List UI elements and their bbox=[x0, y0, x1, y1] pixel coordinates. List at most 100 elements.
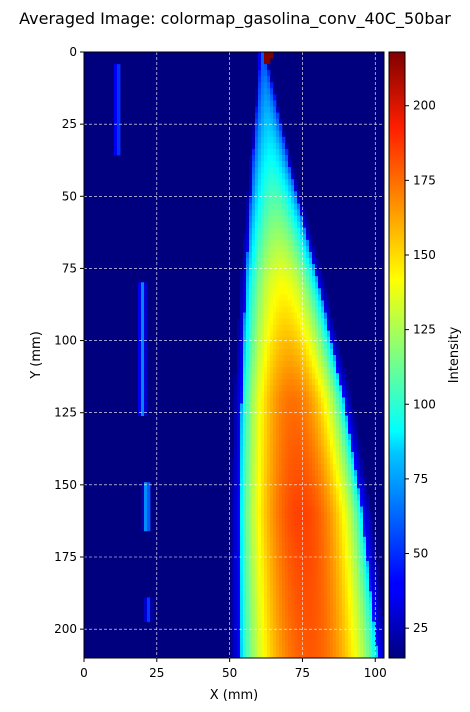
heatmap-cell bbox=[273, 603, 277, 610]
heatmap-cell bbox=[324, 639, 328, 647]
heatmap-cell bbox=[138, 348, 142, 356]
heatmap-cell bbox=[261, 470, 265, 477]
heatmap-cell bbox=[333, 458, 337, 465]
heatmap-cell bbox=[333, 439, 337, 447]
heatmap-cell bbox=[261, 264, 265, 271]
heatmap-cell bbox=[270, 573, 274, 580]
heatmap-cell bbox=[294, 324, 298, 332]
heatmap-cell bbox=[246, 494, 250, 501]
heatmap-cell bbox=[318, 506, 322, 513]
heatmap-cell bbox=[309, 585, 313, 592]
heatmap-cell bbox=[114, 142, 118, 150]
heatmap-cell bbox=[291, 288, 295, 295]
heatmap-cell bbox=[252, 361, 256, 368]
heatmap-cell bbox=[276, 179, 280, 186]
heatmap-cell bbox=[255, 130, 259, 138]
heatmap-cell bbox=[144, 597, 148, 604]
heatmap-cell bbox=[291, 312, 295, 320]
heatmap-cell bbox=[357, 488, 361, 495]
heatmap-cell bbox=[288, 173, 292, 180]
heatmap-cell bbox=[303, 591, 307, 598]
heatmap-cell bbox=[303, 658, 306, 664]
heatmap-cell bbox=[276, 355, 280, 362]
heatmap-cell bbox=[369, 633, 373, 641]
heatmap-cell bbox=[312, 633, 316, 641]
heatmap-cell bbox=[285, 336, 289, 344]
heatmap-cell bbox=[255, 464, 259, 471]
heatmap-cell bbox=[276, 294, 280, 301]
heatmap-cell bbox=[366, 518, 370, 526]
heatmap-cell bbox=[348, 470, 352, 477]
heatmap-cell bbox=[366, 609, 370, 616]
heatmap-cell bbox=[306, 567, 310, 574]
heatmap-cell bbox=[285, 342, 289, 350]
heatmap-cell bbox=[240, 561, 244, 568]
heatmap-cell bbox=[276, 561, 280, 568]
heatmap-cell bbox=[315, 567, 319, 574]
heatmap-cell bbox=[264, 94, 268, 101]
heatmap-cell bbox=[339, 470, 343, 477]
heatmap-cell bbox=[261, 476, 265, 483]
heatmap-cell bbox=[309, 651, 313, 658]
heatmap-cell bbox=[264, 100, 268, 107]
heatmap-cell bbox=[336, 536, 340, 544]
heatmap-cell bbox=[321, 609, 325, 616]
heatmap-cell bbox=[306, 597, 310, 604]
heatmap-cell bbox=[279, 203, 283, 210]
heatmap-cell bbox=[315, 433, 319, 441]
heatmap-cell bbox=[246, 627, 250, 635]
heatmap-cell bbox=[360, 627, 364, 635]
heatmap-cell bbox=[282, 245, 286, 253]
heatmap-cell bbox=[345, 639, 349, 647]
heatmap-cell bbox=[150, 597, 154, 604]
heatmap-cell bbox=[312, 379, 316, 386]
heatmap-cell bbox=[285, 542, 289, 550]
heatmap-cell bbox=[321, 306, 325, 313]
heatmap-cell bbox=[315, 348, 319, 356]
heatmap-cell bbox=[288, 561, 292, 568]
heatmap-cell bbox=[360, 476, 364, 483]
heatmap-cell bbox=[231, 482, 235, 489]
heatmap-cell bbox=[267, 433, 271, 441]
heatmap-cell bbox=[234, 403, 238, 410]
heatmap-cell bbox=[303, 427, 307, 435]
heatmap-cell bbox=[327, 603, 331, 610]
heatmap-cell bbox=[294, 385, 298, 392]
heatmap-cell bbox=[246, 355, 250, 362]
heatmap-cell bbox=[255, 197, 259, 204]
heatmap-cell bbox=[264, 318, 268, 326]
heatmap-cell bbox=[366, 603, 370, 610]
heatmap-cell bbox=[261, 155, 265, 162]
heatmap-cell bbox=[282, 355, 286, 362]
heatmap-cell bbox=[276, 167, 280, 174]
heatmap-cell bbox=[267, 658, 270, 664]
heatmap-cell bbox=[243, 324, 247, 332]
heatmap-cell bbox=[342, 470, 346, 477]
heatmap-cell bbox=[144, 500, 148, 507]
heatmap-cell bbox=[372, 548, 376, 556]
heatmap-cell bbox=[369, 658, 372, 664]
heatmap-cell bbox=[297, 609, 301, 616]
heatmap-cell bbox=[330, 542, 334, 550]
heatmap-cell bbox=[255, 318, 259, 326]
heatmap-cell bbox=[306, 554, 310, 562]
heatmap-cell bbox=[360, 470, 364, 477]
heatmap-cell bbox=[327, 488, 331, 495]
heatmap-cell bbox=[366, 627, 370, 635]
heatmap-cell bbox=[243, 470, 247, 477]
heatmap-cell bbox=[336, 445, 340, 453]
heatmap-cell bbox=[291, 239, 295, 247]
heatmap-cell bbox=[288, 421, 292, 429]
heatmap-cell bbox=[267, 615, 271, 623]
heatmap-cell bbox=[324, 658, 327, 664]
heatmap-cell bbox=[291, 658, 294, 664]
heatmap-cell bbox=[243, 567, 247, 574]
heatmap-cell bbox=[300, 500, 304, 507]
heatmap-cell bbox=[258, 312, 262, 320]
heatmap-cell bbox=[324, 476, 328, 483]
heatmap-cell bbox=[234, 548, 238, 556]
heatmap-cell bbox=[240, 639, 244, 647]
heatmap-cell bbox=[138, 379, 142, 386]
heatmap-cell bbox=[300, 379, 304, 386]
